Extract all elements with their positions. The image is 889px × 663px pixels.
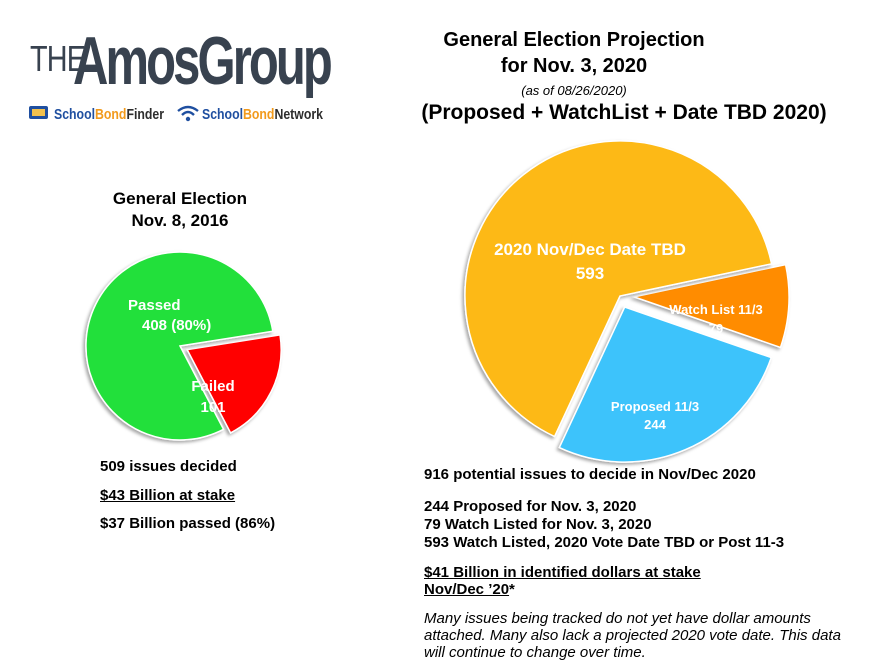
failed-value-label: 101: [200, 399, 226, 416]
school-bond-finder-wordmark: SchoolBondFinder: [54, 106, 165, 123]
proposed-slice: [558, 306, 773, 463]
watchlist-slice-label: Watch List 11/3 79: [660, 300, 772, 338]
breakdown-proposed: 244 Proposed for Nov. 3, 2020: [424, 498, 637, 515]
billion-passed-text: $37 Billion passed (86%): [100, 515, 276, 532]
watchlist-value-label: 79: [708, 321, 724, 336]
wifi-icon: [177, 105, 199, 122]
tbd-slice-label: 2020 Nov/Dec Date TBD 593: [470, 238, 710, 286]
proposed-slice-label: Proposed 11/3 244: [595, 398, 715, 434]
passed-label: Passed: [128, 297, 181, 314]
issues-decided-text: 509 issues decided: [100, 458, 237, 475]
right-title-line2: for Nov. 3, 2020: [500, 55, 648, 77]
proposed-value-label: 244: [644, 417, 666, 432]
school-bond-network-wordmark: SchoolBondNetwork: [202, 106, 323, 123]
failed-label: Failed: [191, 378, 235, 395]
billion-at-stake-text: $43 Billion at stake: [100, 487, 236, 504]
school-bond-finder-icon: [29, 106, 48, 119]
watchlist-label: Watch List 11/3: [669, 302, 763, 317]
failed-slice: [185, 334, 282, 434]
potential-issues-text: 916 potential issues to decide in Nov/De…: [424, 466, 756, 483]
data-note: Many issues being tracked do not yet hav…: [424, 610, 841, 661]
as-of-date: (as of 08/26/2020): [521, 83, 627, 98]
tbd-label: 2020 Nov/Dec Date TBD: [494, 240, 686, 259]
breakdown-watchlist: 79 Watch Listed for Nov. 3, 2020: [424, 516, 652, 533]
amos-group-logo: THE AmosGroup SchoolBondFinder SchoolBon…: [26, 23, 338, 130]
logo-the-text: THE: [30, 38, 86, 79]
proposed-label: Proposed 11/3: [610, 399, 700, 414]
dollars-at-stake: $41 Billion in identified dollars at sta…: [424, 564, 701, 598]
tbd-slice: [464, 140, 773, 438]
tbd-value-label: 593: [575, 264, 605, 283]
passed-value-label: 408 (80%): [142, 317, 212, 334]
left-title-line1: General Election: [112, 189, 248, 208]
right-chart-subtitle: (Proposed + WatchList + Date TBD 2020): [421, 101, 827, 124]
failed-slice-label: Failed 101: [182, 376, 244, 418]
left-chart-title: General Election Nov. 8, 2016: [80, 188, 280, 232]
breakdown-list: 244 Proposed for Nov. 3, 2020 79 Watch L…: [424, 498, 784, 552]
passed-slice-label: Passed 408 (80%): [110, 296, 212, 336]
dollars-asterisk: *: [509, 581, 515, 598]
watchlist-slice: [631, 263, 790, 349]
breakdown-tbd: 593 Watch Listed, 2020 Vote Date TBD or …: [424, 534, 785, 551]
left-title-line2: Nov. 8, 2016: [131, 211, 229, 230]
passed-slice: [85, 251, 274, 441]
right-title-line1: General Election Projection: [443, 29, 705, 51]
dollars-line2: Nov/Dec ’20: [424, 581, 510, 598]
logo-name-text: AmosGroup: [73, 23, 333, 99]
dollars-line1: $41 Billion in identified dollars at sta…: [424, 564, 701, 581]
right-chart-title: General Election Projection for Nov. 3, …: [440, 27, 708, 79]
